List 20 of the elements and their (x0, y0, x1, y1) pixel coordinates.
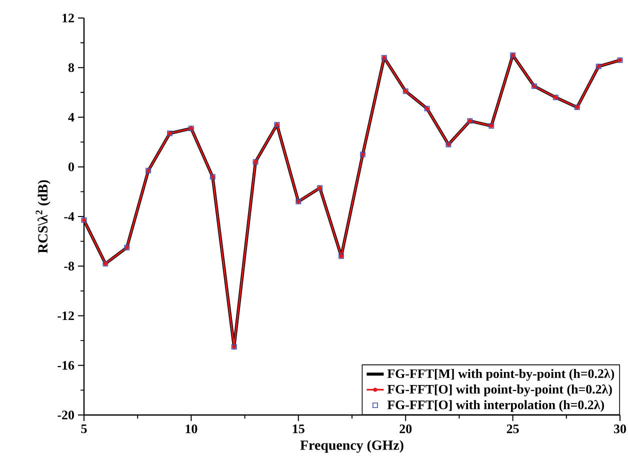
x-tick-label: 10 (186, 424, 198, 434)
x-tick-label: 15 (292, 424, 304, 434)
y-tick-label: -4 (64, 212, 74, 221)
y-tick-label: -8 (64, 262, 74, 270)
x-axis-title: Frequency (GHz) (300, 440, 404, 453)
x-tick-label: 30 (614, 424, 626, 434)
y-tick-label: -12 (58, 311, 74, 320)
legend-label: FG-FFT[O] with point-by-point (h=0.2λ) (387, 384, 612, 396)
x-tick-label: 25 (506, 424, 519, 434)
x-tick-label: 5 (81, 424, 87, 434)
y-tick-label: -16 (58, 361, 74, 370)
y-tick-label: -20 (58, 410, 74, 420)
y-tick-label: 8 (68, 63, 74, 72)
x-tick-label: 20 (400, 424, 412, 434)
y-tick-label: 0 (68, 162, 74, 172)
y-axis-title: RCS\λ$^{2}$ (dB) (36, 180, 50, 254)
y-tick-label: 12 (62, 14, 74, 22)
legend-label: FG-FFT[O] with interpolation (h=0.2λ) (387, 400, 604, 412)
y-tick-label: 4 (68, 112, 74, 122)
legend-label: FG-FFT[M] with point-by-point (h=0.2λ) (387, 368, 614, 381)
